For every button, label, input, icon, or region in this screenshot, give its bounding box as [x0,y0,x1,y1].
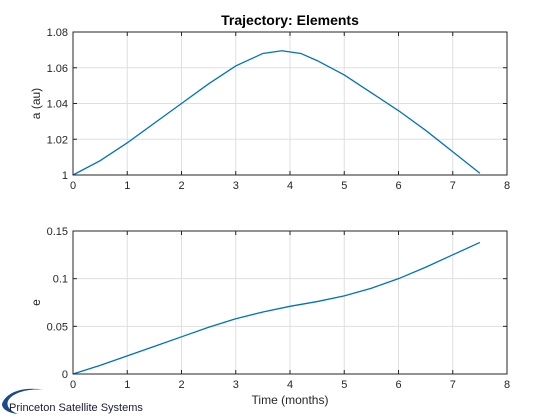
x-tick-label: 8 [504,379,510,391]
x-tick-label: 5 [341,180,347,192]
chart-title: Trajectory: Elements [221,12,359,28]
x-tick-label: 6 [395,180,401,192]
y-axis-label: e [29,299,43,306]
company-logo: Princeton Satellite Systems [2,388,143,414]
x-axis-label: Time (months) [252,393,329,407]
x-tick-label: 3 [233,180,239,192]
x-tick-label: 4 [287,379,293,391]
x-tick-label: 7 [450,180,456,192]
series-line [72,50,481,176]
x-tick-label: 2 [178,180,184,192]
x-tick-label: 6 [395,379,401,391]
x-tick-label: 0 [70,379,76,391]
x-tick-label: 3 [233,379,239,391]
y-tick-label: 0.1 [53,274,68,286]
x-tick-label: 4 [287,180,293,192]
y-tick-label: 0.05 [47,321,68,333]
x-tick-label: 0 [70,180,76,192]
y-tick-label: 1.02 [47,134,68,146]
series-line [72,241,481,375]
y-tick-label: 0.15 [47,226,68,238]
y-tick-label: 1.06 [47,63,68,75]
x-tick-label: 7 [450,379,456,391]
y-tick-label: 1.08 [47,27,68,39]
x-tick-label: 1 [124,379,130,391]
x-tick-label: 8 [504,180,510,192]
x-tick-label: 1 [124,180,130,192]
x-tick-label: 2 [178,379,184,391]
y-tick-label: 1 [62,170,68,182]
elements-bottom-axes: 0 1 2 3 4 5 6 7 8 0 0.05 0.1 0.15 e Time (months) [29,226,510,407]
x-tick-label: 5 [341,379,347,391]
y-tick-label: 0 [62,369,68,381]
y-axis-label: a (au) [29,88,43,119]
logo-text: Princeton Satellite Systems [9,402,143,414]
logo-swoosh-icon [2,388,44,414]
y-tick-label: 1.04 [47,99,68,111]
